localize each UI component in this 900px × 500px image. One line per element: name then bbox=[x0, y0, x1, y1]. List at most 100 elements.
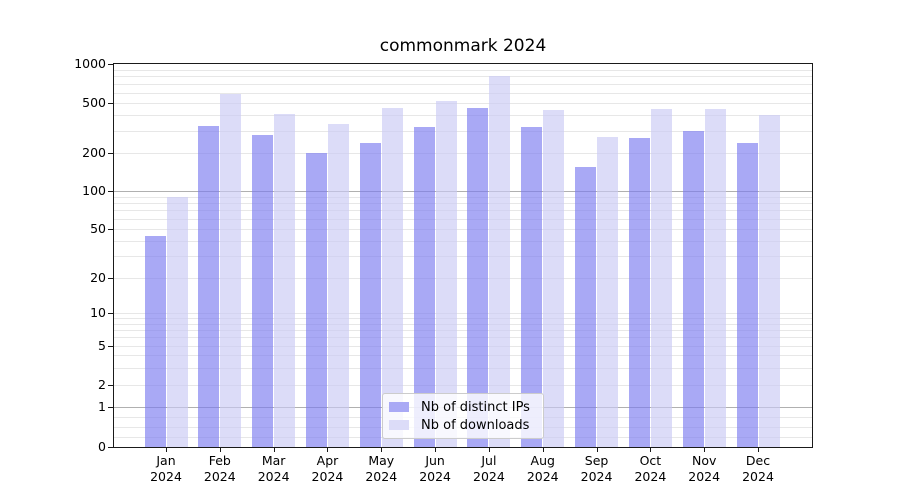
bar-distinct-ips-feb bbox=[198, 125, 220, 447]
bar-distinct-ips-jan bbox=[144, 235, 166, 447]
y-tick-label: 500 bbox=[82, 95, 106, 110]
y-tick-label: 5 bbox=[98, 338, 106, 353]
gridline-minor bbox=[114, 323, 812, 325]
x-tick-mark bbox=[596, 448, 598, 452]
bar-downloads-may bbox=[381, 107, 403, 447]
x-tick-label: Apr 2024 bbox=[311, 453, 344, 484]
bar-distinct-ips-mar bbox=[252, 134, 274, 447]
gridline-minor bbox=[114, 256, 812, 258]
x-tick-label: Jan 2024 bbox=[150, 453, 182, 484]
x-tick-mark bbox=[488, 448, 490, 452]
y-tick-mark bbox=[108, 103, 113, 104]
gridline-minor bbox=[114, 367, 812, 369]
bar-downloads-dec bbox=[758, 115, 780, 447]
gridline-minor bbox=[114, 92, 812, 94]
x-tick-label: Oct 2024 bbox=[634, 453, 667, 484]
gridline-minor bbox=[114, 210, 812, 212]
gridline-major bbox=[114, 190, 812, 192]
gridline-minor bbox=[114, 337, 812, 339]
gridline-minor bbox=[114, 329, 812, 331]
x-tick-mark bbox=[650, 448, 652, 452]
gridline-minor bbox=[114, 313, 812, 314]
bar-distinct-ips-jun bbox=[413, 127, 435, 447]
gridline-minor bbox=[114, 130, 812, 132]
bar-downloads-oct bbox=[650, 108, 672, 447]
x-tick-label: Mar 2024 bbox=[257, 453, 290, 484]
gridline-minor bbox=[114, 153, 812, 154]
y-tick-label: 20 bbox=[90, 270, 106, 285]
y-tick-mark bbox=[108, 447, 113, 448]
legend-swatch-distinct-ips-icon bbox=[389, 402, 409, 412]
gridline-minor bbox=[114, 346, 812, 347]
bar-distinct-ips-may bbox=[359, 143, 381, 447]
x-tick-mark bbox=[758, 448, 760, 452]
x-tick-label: Jun 2024 bbox=[419, 453, 451, 484]
y-tick-label: 100 bbox=[82, 182, 106, 198]
x-tick-label: Nov 2024 bbox=[688, 453, 721, 484]
y-tick-mark bbox=[108, 407, 113, 408]
gridline-minor bbox=[114, 115, 812, 117]
x-tick-mark bbox=[381, 448, 383, 452]
chart-title: commonmark 2024 bbox=[379, 36, 547, 56]
bar-downloads-jan bbox=[166, 196, 188, 447]
gridline-minor bbox=[114, 203, 812, 205]
x-tick-label: May 2024 bbox=[365, 453, 398, 484]
bar-downloads-mar bbox=[274, 113, 296, 447]
bar-downloads-feb bbox=[220, 93, 242, 447]
bar-distinct-ips-apr bbox=[305, 153, 327, 447]
y-tick-mark bbox=[108, 346, 113, 347]
x-tick-label: Jul 2024 bbox=[473, 453, 505, 484]
y-tick-mark bbox=[108, 385, 113, 386]
gridline-minor bbox=[114, 218, 812, 220]
bar-downloads-jul bbox=[489, 76, 511, 447]
x-tick-mark bbox=[542, 448, 544, 452]
bar-downloads-jun bbox=[435, 100, 457, 447]
y-tick-label: 1 bbox=[98, 399, 106, 414]
bar-distinct-ips-sep bbox=[575, 166, 597, 447]
gridline-minor bbox=[114, 385, 812, 386]
y-tick-label: 50 bbox=[90, 221, 106, 236]
gridline-minor bbox=[114, 69, 812, 71]
y-tick-label: 2 bbox=[98, 377, 106, 392]
gridline-minor bbox=[114, 76, 812, 78]
gridline-minor bbox=[114, 103, 812, 104]
x-tick-mark bbox=[704, 448, 706, 452]
gridline-minor bbox=[114, 229, 812, 230]
bar-distinct-ips-oct bbox=[628, 137, 650, 447]
y-tick-label: 10 bbox=[90, 305, 106, 320]
bar-downloads-apr bbox=[327, 124, 349, 447]
y-tick-mark bbox=[108, 190, 113, 192]
gridline-minor bbox=[114, 318, 812, 320]
y-tick-mark bbox=[108, 313, 113, 314]
y-tick-label: 0 bbox=[98, 439, 106, 454]
x-tick-mark bbox=[435, 448, 437, 452]
legend: Nb of distinct IPs Nb of downloads bbox=[382, 393, 544, 439]
gridline-minor bbox=[114, 355, 812, 357]
x-tick-mark bbox=[219, 448, 221, 452]
gridline-minor bbox=[114, 240, 812, 242]
gridline-minor bbox=[114, 278, 812, 279]
legend-entry-downloads: Nb of downloads bbox=[389, 418, 537, 433]
y-tick-mark bbox=[108, 278, 113, 279]
x-tick-mark bbox=[166, 448, 167, 452]
x-tick-mark bbox=[273, 448, 275, 452]
legend-entry-distinct-ips: Nb of distinct IPs bbox=[389, 400, 537, 415]
gridline-minor bbox=[114, 83, 812, 85]
bar-downloads-sep bbox=[597, 136, 619, 447]
x-tick-mark bbox=[327, 448, 329, 452]
x-tick-label: Sep 2024 bbox=[580, 453, 613, 484]
y-tick-label: 200 bbox=[82, 145, 106, 160]
bar-distinct-ips-nov bbox=[682, 130, 704, 447]
bar-distinct-ips-jul bbox=[467, 107, 489, 447]
y-tick-mark bbox=[108, 153, 113, 154]
legend-swatch-downloads-icon bbox=[389, 420, 409, 430]
plot-area bbox=[113, 63, 813, 448]
legend-label-distinct-ips: Nb of distinct IPs bbox=[421, 399, 530, 415]
x-tick-label: Feb 2024 bbox=[203, 453, 236, 484]
y-tick-mark bbox=[108, 229, 113, 230]
bar-distinct-ips-aug bbox=[521, 127, 543, 447]
bar-distinct-ips-dec bbox=[736, 143, 758, 447]
y-tick-label: 1000 bbox=[74, 55, 106, 71]
bar-downloads-aug bbox=[543, 109, 565, 447]
